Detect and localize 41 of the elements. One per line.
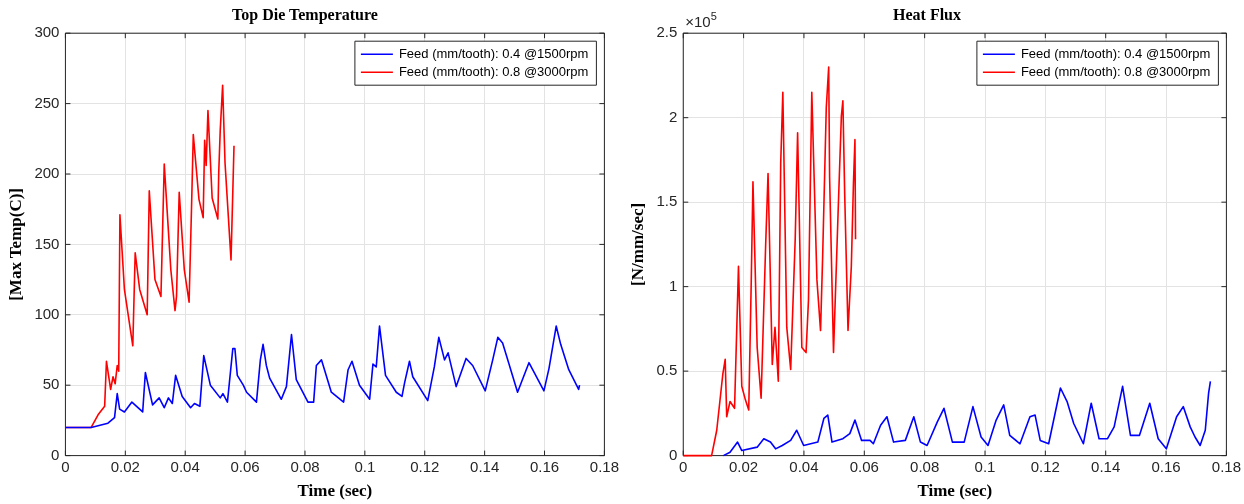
x-tick-label: 0.18: [1211, 457, 1241, 475]
x-axis-title: Time (sec): [297, 481, 373, 501]
legend-label: Feed (mm/tooth): 0.8 @3000rpm: [1020, 63, 1211, 79]
x-tick-label: 0.18: [589, 457, 619, 475]
legend-label: Feed (mm/tooth): 0.4 @1500rpm: [398, 45, 589, 61]
x-tick-label: 0.12: [410, 457, 440, 475]
x-tick-label: 0.16: [1151, 457, 1181, 475]
y-tick-label: 2: [668, 107, 678, 125]
y-tick-label: 2.5: [656, 23, 678, 41]
y-tick-label: 100: [34, 304, 60, 322]
y-axis-title: [N/mm/sec]: [627, 202, 647, 286]
x-tick-label: 0.06: [849, 457, 879, 475]
y-tick-label: 200: [34, 164, 60, 182]
x-tick-label: 0.16: [529, 457, 560, 475]
legend-label: Feed (mm/tooth): 0.4 @1500rpm: [1020, 45, 1211, 61]
x-tick-label: 0.1: [974, 457, 996, 475]
y-tick-label: 0: [668, 445, 678, 463]
x-tick-label: 0.02: [729, 457, 759, 475]
y-tick-label: 0.5: [656, 361, 678, 379]
legend-label: Feed (mm/tooth): 0.8 @3000rpm: [398, 63, 589, 79]
y-tick-label: 250: [34, 93, 60, 111]
x-tick-label: 0.04: [789, 457, 819, 475]
x-tick-label: 0.02: [110, 457, 140, 475]
chart-title: Heat Flux: [893, 5, 961, 23]
y-tick-label: 1: [668, 276, 678, 294]
y-tick-label: 300: [34, 23, 60, 41]
x-tick-label: 0.1: [354, 457, 376, 475]
x-axis-title: Time (sec): [917, 481, 993, 501]
x-tick-label: 0.08: [290, 457, 320, 475]
x-tick-label: 0.12: [1030, 457, 1060, 475]
x-tick-label: 0.06: [230, 457, 260, 475]
x-tick-label: 0.14: [1091, 457, 1121, 475]
x-tick-label: 0.14: [470, 457, 500, 475]
y-tick-label: 150: [34, 234, 60, 252]
chart-title: Top Die Temperature: [232, 5, 378, 24]
y-tick-label: 0: [51, 445, 60, 463]
x-tick-label: 0.08: [910, 457, 940, 475]
y-tick-label: 50: [42, 375, 60, 393]
y-axis-title: [Max Temp(C)]: [5, 187, 25, 301]
x-tick-label: 0.04: [170, 457, 200, 475]
y-tick-label: 1.5: [656, 192, 678, 210]
